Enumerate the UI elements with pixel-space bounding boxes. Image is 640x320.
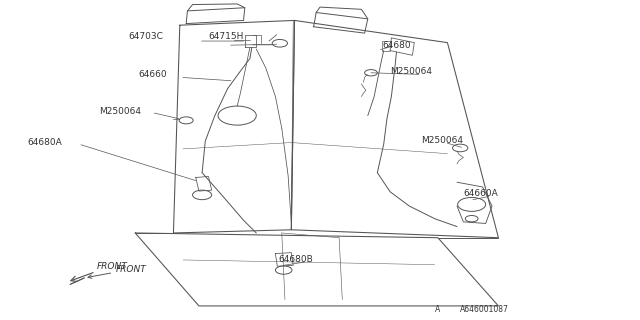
Text: A646001087: A646001087 [460, 305, 509, 314]
Text: FRONT: FRONT [88, 265, 147, 278]
Text: FRONT: FRONT [97, 262, 128, 271]
Text: M250064: M250064 [99, 107, 141, 116]
Text: 64660A: 64660A [463, 189, 498, 198]
Text: 64660: 64660 [138, 70, 167, 79]
Text: 64715H: 64715H [209, 32, 244, 41]
Text: M250064: M250064 [390, 67, 432, 76]
Text: M250064: M250064 [420, 136, 463, 145]
Text: 64703C: 64703C [129, 32, 164, 42]
Text: 64680B: 64680B [278, 254, 314, 263]
Text: A: A [435, 305, 440, 314]
Text: 64680A: 64680A [27, 138, 61, 147]
Text: 64680: 64680 [383, 41, 411, 50]
